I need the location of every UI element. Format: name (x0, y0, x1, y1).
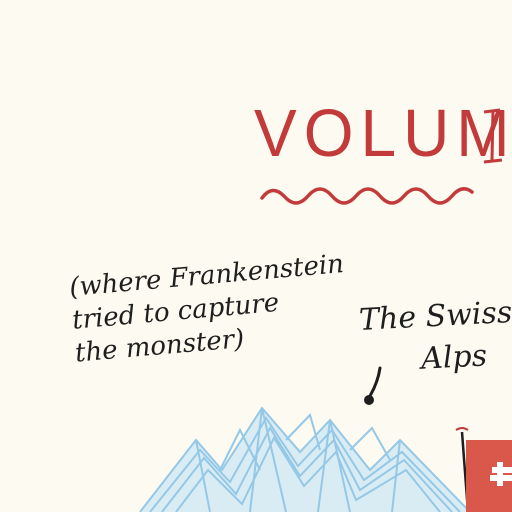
location-line-2: Alps (420, 338, 488, 377)
location-line-1: The Swiss (358, 294, 512, 338)
wavy-underline (260, 187, 474, 205)
arrow-down-icon (364, 366, 382, 405)
mountains-drawing (139, 406, 471, 512)
title-i-stroke (483, 108, 503, 164)
location-label: The Swiss Alps (358, 292, 512, 384)
page-title: VOLUME I (254, 95, 512, 171)
swiss-flag-icon (455, 427, 512, 512)
